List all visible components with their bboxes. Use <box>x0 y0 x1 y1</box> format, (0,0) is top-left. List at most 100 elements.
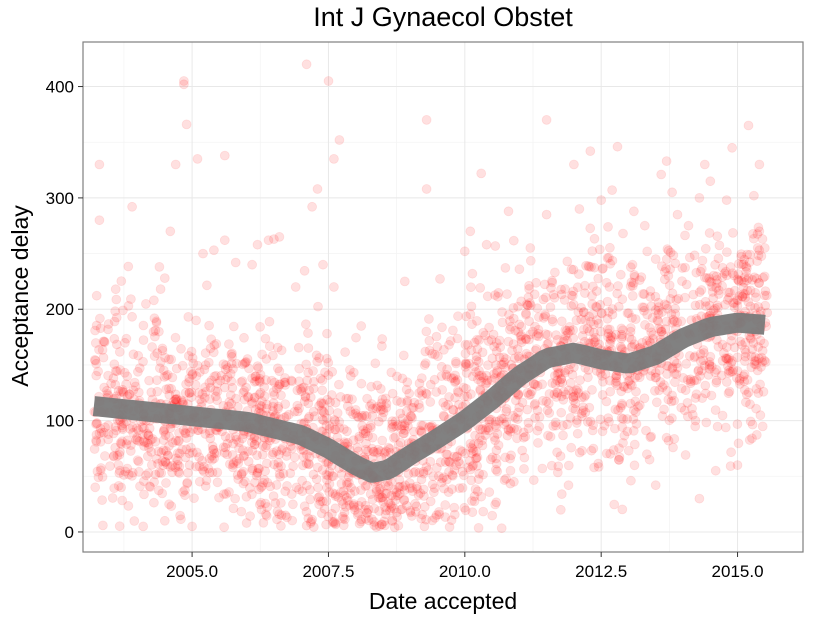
data-point <box>639 302 649 313</box>
data-point <box>580 315 591 325</box>
data-point <box>459 502 470 513</box>
data-point <box>185 427 195 438</box>
data-point <box>482 375 493 386</box>
data-point <box>587 425 598 436</box>
data-point <box>472 460 483 471</box>
y-tick-label: 200 <box>46 300 74 319</box>
data-point <box>589 262 600 273</box>
data-point <box>580 288 590 299</box>
data-point <box>219 522 230 533</box>
data-point <box>729 302 740 313</box>
data-point <box>377 334 388 344</box>
data-point <box>753 342 764 352</box>
data-point <box>614 443 624 454</box>
data-point <box>127 470 137 481</box>
data-point <box>239 450 249 461</box>
data-point <box>162 459 173 470</box>
data-point <box>339 514 350 525</box>
data-point <box>551 420 561 431</box>
data-point <box>240 357 251 368</box>
data-point <box>702 273 712 284</box>
data-point <box>570 404 581 415</box>
data-point <box>176 343 186 354</box>
data-point <box>474 432 485 443</box>
data-point <box>754 159 765 170</box>
data-point <box>273 401 284 412</box>
data-point <box>523 423 534 434</box>
data-point <box>752 273 762 284</box>
data-point <box>491 445 502 456</box>
data-point <box>341 501 351 512</box>
data-point <box>421 115 432 125</box>
data-point <box>717 339 728 350</box>
data-point <box>163 383 174 394</box>
x-tick-label: 2007.5 <box>302 562 354 581</box>
data-point <box>475 384 486 395</box>
data-point <box>224 487 234 497</box>
data-point <box>481 370 492 381</box>
data-point <box>587 299 598 310</box>
data-point <box>650 480 661 491</box>
data-point <box>597 426 608 437</box>
data-point <box>393 420 403 431</box>
data-point <box>304 385 315 396</box>
data-point <box>93 366 103 377</box>
data-point <box>474 468 485 479</box>
data-point <box>324 479 335 489</box>
data-point <box>369 503 380 514</box>
data-point <box>173 436 184 447</box>
data-point <box>625 262 636 273</box>
data-point <box>450 392 461 403</box>
data-point <box>534 312 544 323</box>
data-point <box>393 440 404 451</box>
data-point <box>566 290 577 301</box>
data-point <box>522 404 533 415</box>
data-point <box>303 458 314 469</box>
data-point <box>612 380 623 391</box>
data-point <box>568 299 579 310</box>
data-point <box>601 396 612 407</box>
data-point <box>416 385 427 396</box>
data-point <box>350 408 361 419</box>
data-point <box>737 291 748 302</box>
data-point <box>744 435 755 445</box>
data-point <box>628 277 639 288</box>
data-point <box>404 388 415 399</box>
data-point <box>459 246 470 257</box>
data-point <box>372 380 383 391</box>
data-point <box>537 463 548 474</box>
data-point <box>236 468 247 479</box>
data-point <box>759 355 770 366</box>
data-point <box>418 484 429 495</box>
data-point <box>321 353 332 364</box>
data-point <box>714 285 724 296</box>
data-point <box>466 301 477 312</box>
data-point <box>756 352 767 363</box>
data-point <box>437 384 448 395</box>
data-point <box>200 348 211 359</box>
data-point <box>172 459 183 470</box>
data-point <box>477 435 488 446</box>
data-point <box>491 458 502 469</box>
data-point <box>528 379 539 389</box>
data-point <box>464 358 475 369</box>
data-point <box>252 467 263 478</box>
data-point <box>201 280 212 291</box>
data-point <box>745 399 755 410</box>
data-point <box>749 190 759 201</box>
data-point <box>271 446 282 457</box>
data-point <box>680 262 690 273</box>
data-point <box>684 350 695 361</box>
data-point <box>149 331 160 342</box>
data-point <box>345 406 356 417</box>
data-point <box>118 386 128 397</box>
data-point <box>211 338 222 349</box>
data-point <box>246 489 257 500</box>
data-point <box>416 426 427 437</box>
data-point <box>155 356 166 367</box>
data-point <box>717 410 728 421</box>
data-point <box>625 379 636 390</box>
data-point <box>491 360 501 371</box>
data-point <box>261 510 272 521</box>
data-point <box>344 500 355 510</box>
